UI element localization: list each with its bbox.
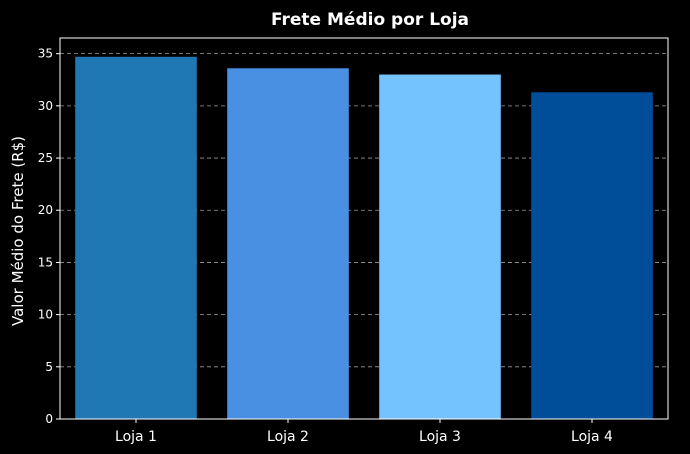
bars	[75, 56, 653, 420]
y-tick-label: 30	[38, 99, 53, 113]
bar-loja-2	[227, 68, 349, 419]
plot-frame	[59, 37, 669, 420]
x-tick-label: Loja 3	[419, 429, 461, 445]
y-tick-label: 15	[38, 255, 53, 269]
y-ticks: 0 5 10 15 20 25 30 35	[38, 47, 60, 426]
y-tick-label: 35	[38, 47, 53, 61]
bar-loja-4	[531, 92, 653, 419]
chart-title: Frete Médio por Loja	[271, 10, 469, 30]
y-tick-label: 10	[38, 308, 53, 322]
y-tick-label: 20	[38, 203, 53, 217]
y-axis-label: Valor Médio do Frete (R$)	[9, 136, 27, 326]
axes	[59, 37, 669, 420]
y-tick-label: 5	[45, 360, 53, 374]
y-tick-label: 0	[45, 412, 53, 426]
bar-loja-3	[379, 74, 501, 420]
y-tick-label: 25	[38, 151, 53, 165]
x-tick-label: Loja 1	[115, 429, 157, 445]
x-tick-label: Loja 2	[267, 429, 309, 445]
bar-loja-1	[75, 56, 197, 420]
x-tick-label: Loja 4	[571, 429, 613, 445]
x-ticks: Loja 1 Loja 2 Loja 3 Loja 4	[115, 419, 613, 445]
